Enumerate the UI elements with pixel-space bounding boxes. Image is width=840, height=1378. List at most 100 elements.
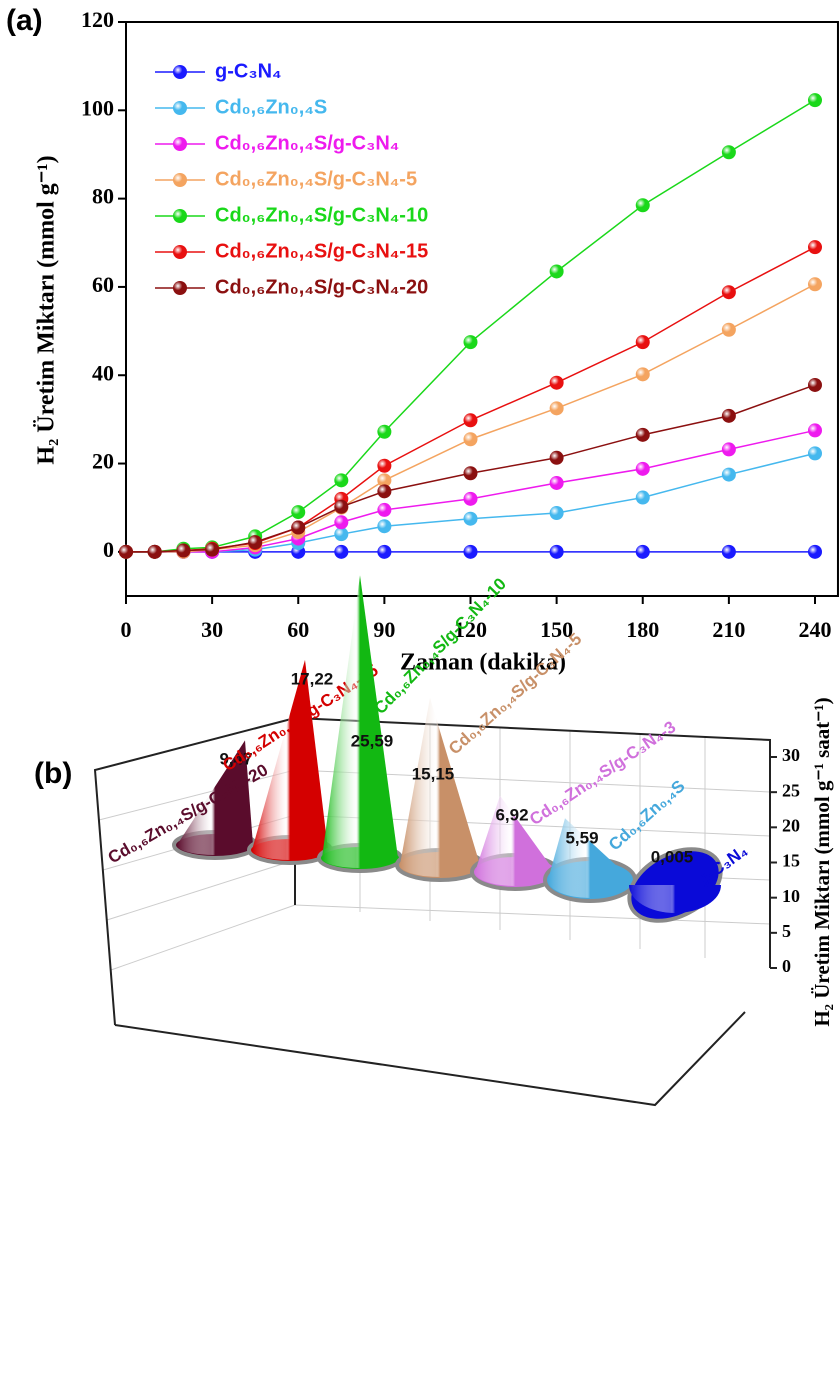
y-tick-label: 25 xyxy=(782,780,800,800)
legend-marker xyxy=(173,137,187,151)
x-tick-label: 180 xyxy=(626,617,659,642)
data-point xyxy=(721,442,736,457)
data-point xyxy=(334,544,349,559)
data-point xyxy=(808,446,822,461)
cone xyxy=(475,795,555,886)
legend-label: Cd₀,₆Zn₀,₄S/g-C₃N₄-5 xyxy=(215,168,417,190)
legend-marker xyxy=(173,65,187,79)
legend-marker xyxy=(173,245,187,259)
legend-label: Cd₀,₆Zn₀,₄S/g-C₃N₄-15 xyxy=(215,240,428,262)
data-point xyxy=(635,427,650,442)
data-point xyxy=(549,401,564,416)
data-point xyxy=(721,145,736,160)
data-point xyxy=(635,367,650,382)
data-point xyxy=(721,408,736,423)
data-point xyxy=(549,450,564,465)
data-point xyxy=(291,520,306,535)
legend-marker xyxy=(173,209,187,223)
data-point xyxy=(377,519,392,534)
data-point xyxy=(721,285,736,300)
panel-label: (a) xyxy=(6,4,43,37)
data-point xyxy=(334,515,349,530)
value-label: 0,005 xyxy=(651,847,694,866)
y-tick-label: 30 xyxy=(782,745,800,765)
y-tick-label: 100 xyxy=(81,95,114,120)
data-point xyxy=(147,544,162,559)
cone xyxy=(252,659,328,860)
y-tick-label: 40 xyxy=(92,360,114,385)
cone xyxy=(548,818,632,898)
data-point xyxy=(549,375,564,390)
data-point xyxy=(463,491,478,506)
data-point xyxy=(463,466,478,481)
data-point xyxy=(377,544,392,559)
value-label: 5,59 xyxy=(565,828,598,847)
data-point xyxy=(721,322,736,337)
x-tick-label: 90 xyxy=(373,617,395,642)
category-label: Cd₀,₆Zn₀,₄S xyxy=(605,776,689,854)
data-point xyxy=(377,473,392,488)
data-point xyxy=(808,423,822,438)
value-label: 6,92 xyxy=(495,805,528,824)
data-point xyxy=(808,93,822,108)
y-tick-label: 0 xyxy=(782,956,791,976)
y-tick-label: 20 xyxy=(782,815,800,835)
data-point xyxy=(549,264,564,279)
data-point xyxy=(291,505,306,520)
data-point xyxy=(248,535,263,550)
y-tick-label: 15 xyxy=(782,851,800,871)
value-label: 9,47 xyxy=(219,749,252,768)
data-point xyxy=(463,413,478,428)
data-point xyxy=(377,502,392,517)
data-point xyxy=(808,240,822,255)
x-tick-label: 0 xyxy=(121,617,132,642)
x-tick-label: 150 xyxy=(540,617,573,642)
data-point xyxy=(635,461,650,476)
data-point xyxy=(808,544,822,559)
y-tick-label: 120 xyxy=(81,7,114,32)
legend-label: Cd₀,₆Zn₀,₄S/g-C₃N₄-10 xyxy=(215,204,428,226)
series-line xyxy=(126,429,816,553)
x-tick-label: 30 xyxy=(201,617,223,642)
x-tick-label: 210 xyxy=(712,617,745,642)
data-point xyxy=(549,505,564,520)
x-tick-label: 240 xyxy=(799,617,832,642)
data-point xyxy=(808,277,822,292)
plot-frame xyxy=(125,21,839,597)
cone xyxy=(400,697,480,877)
cone xyxy=(177,740,253,855)
legend-marker xyxy=(173,173,187,187)
data-point xyxy=(463,335,478,350)
panel-label: (b) xyxy=(34,757,72,790)
data-point xyxy=(808,377,822,392)
data-point xyxy=(334,499,349,514)
y-axis-label: H₂ Üretim Miktarı (mmol g⁻¹ saat⁻¹) xyxy=(810,697,834,1026)
data-point xyxy=(549,475,564,490)
y-tick-label: 5 xyxy=(782,921,791,941)
cone xyxy=(629,884,721,913)
y-tick-label: 0 xyxy=(103,537,114,562)
x-axis-label: Zaman (dakika) xyxy=(400,650,566,676)
legend-label: Cd₀,₆Zn₀,₄S/g-C₃N₄-20 xyxy=(215,276,428,298)
x-tick-label: 60 xyxy=(287,617,309,642)
y-tick-label: 20 xyxy=(92,449,114,474)
data-point xyxy=(176,543,191,558)
data-point xyxy=(721,467,736,482)
value-label: 17,22 xyxy=(291,669,334,688)
y-tick-label: 60 xyxy=(92,272,114,297)
legend-label: Cd₀,₆Zn₀,₄S xyxy=(215,96,327,118)
legend-label: Cd₀,₆Zn₀,₄S/g-C₃N₄ xyxy=(215,132,399,154)
y-tick-label: 10 xyxy=(782,886,800,906)
y-axis-label: H₂ Üretim Miktarı (mmol g⁻¹) xyxy=(34,155,60,464)
data-point xyxy=(463,511,478,526)
data-point xyxy=(635,490,650,505)
legend-marker xyxy=(173,281,187,295)
value-label: 25,59 xyxy=(351,731,394,750)
data-point xyxy=(463,432,478,447)
x-tick-label: 120 xyxy=(454,617,487,642)
data-point xyxy=(334,473,349,488)
cone xyxy=(322,575,398,868)
data-point xyxy=(377,458,392,473)
data-point xyxy=(549,544,564,559)
data-point xyxy=(463,544,478,559)
